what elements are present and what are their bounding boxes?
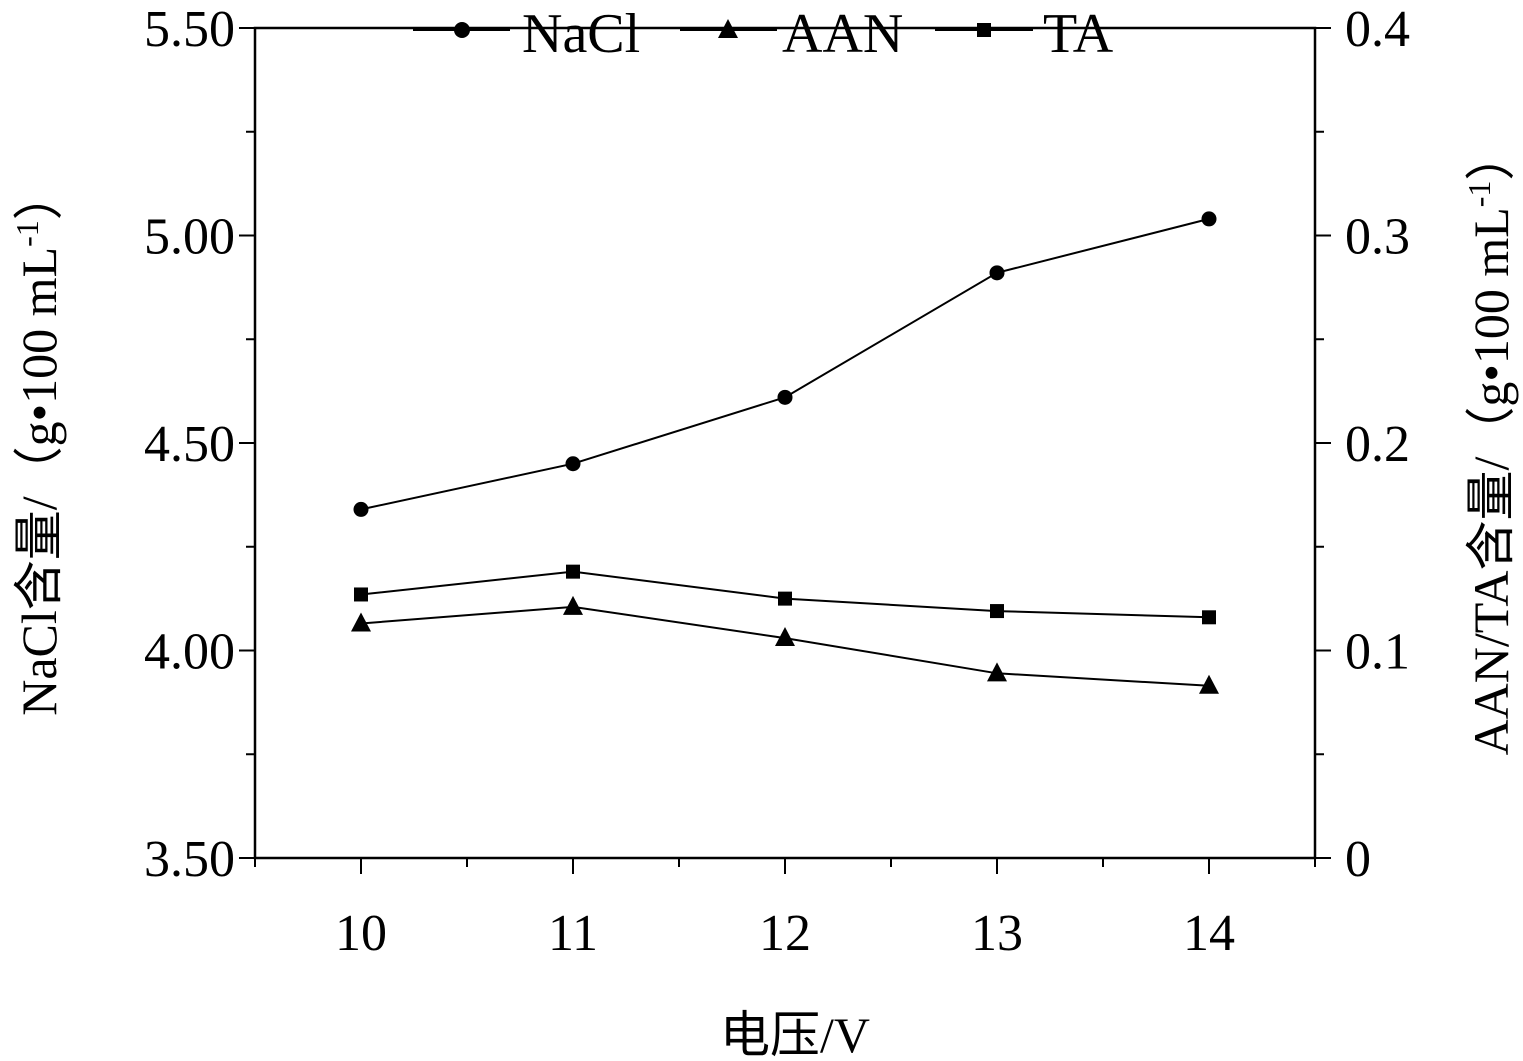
data-point-nacl [777,389,793,405]
y-right-tick-label: 0.4 [1345,1,1410,58]
series-aan [351,595,1219,694]
y-left-tick-label: 5.50 [144,1,235,58]
series [351,211,1219,694]
data-point-nacl [353,501,369,517]
legend-ta-label: TA [1043,3,1114,65]
x-axis-title: 电压/V [720,1007,870,1061]
y-right-tick-label: 0.1 [1345,624,1410,681]
data-point-nacl [1201,211,1217,227]
data-point-aan [351,612,371,632]
y-right-tick-label: 0.3 [1345,209,1410,266]
data-point-ta [566,564,580,579]
y-left-tick-label: 4.00 [144,624,235,681]
y-left-title-main: NaCl含量/（g•100 mL [11,247,67,716]
legend-entry-ta: TA [935,3,1114,65]
y-left-title-sup: -1 [9,220,45,247]
y-left-axis-title: NaCl含量/（g•100 mL-1） [9,170,67,716]
y-right-title-close: ） [1463,131,1519,181]
x-tick-label: 12 [759,905,811,962]
x-tick-label: 13 [971,905,1023,962]
data-point-aan [987,662,1007,682]
data-point-ta [354,587,368,602]
data-point-ta [778,591,792,606]
legend-aan-marker [718,19,738,38]
legend-entry-nacl: NaCl [413,3,640,65]
legend-entry-aan: AAN [680,3,903,65]
axes [253,26,1317,860]
y-left-tick-label: 4.50 [144,416,235,473]
plot-frame [253,26,1317,860]
y-right-title-sup: -1 [1461,181,1497,208]
data-point-ta [1202,610,1216,625]
data-point-nacl [989,265,1005,281]
y-left-title-close: ） [11,170,67,220]
y-right-title-main: AAN/TA含量/（g•100 mL [1463,207,1519,755]
legend: NaCl AAN TA [413,3,1114,65]
data-point-nacl [565,456,581,472]
series-nacl [353,211,1217,517]
legend-nacl-marker [454,22,470,38]
legend-nacl-label: NaCl [522,3,640,65]
y-right-axis-title: AAN/TA含量/（g•100 mL-1） [1461,131,1519,756]
y-right-tick-label: 0 [1345,831,1371,888]
data-point-ta [990,604,1004,619]
x-tick-label: 14 [1183,905,1235,962]
series-aan-line [360,605,1210,687]
data-point-aan [563,595,583,615]
series-ta [354,564,1216,625]
x-tick-label: 11 [548,905,598,962]
y-right-tick-label: 0.2 [1345,416,1410,473]
legend-ta-marker [977,23,991,37]
y-left-tick-label: 3.50 [144,831,235,888]
x-tick-label: 10 [335,905,387,962]
data-point-aan [775,627,795,647]
series-nacl-line [360,217,1210,511]
ticks: 3.50 4.00 4.50 5.00 5.50 0 0.1 0.2 0.3 0.4 10 11 12 1… [144,1,1410,962]
data-point-aan [1199,674,1219,694]
y-left-tick-label: 5.00 [144,209,235,266]
legend-aan-label: AAN [782,3,903,65]
